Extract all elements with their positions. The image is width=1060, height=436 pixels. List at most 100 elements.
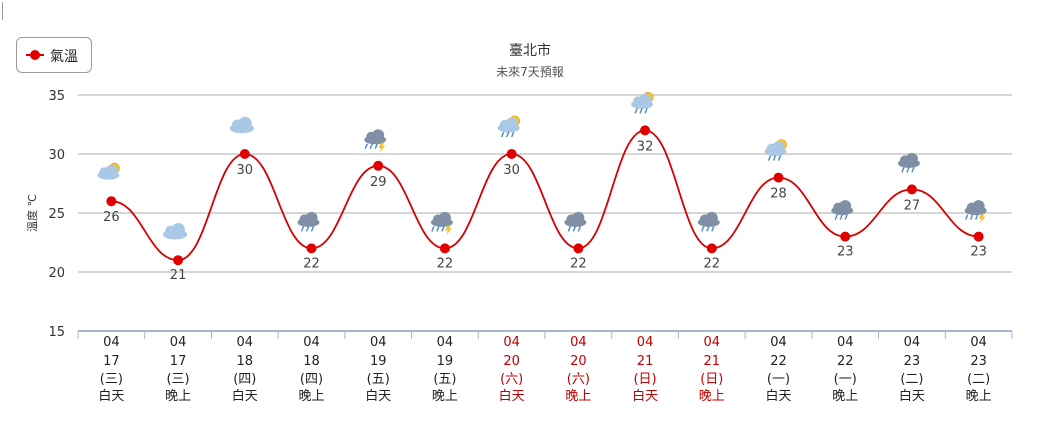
cloud-part [171,222,185,237]
cloud-part [105,164,118,177]
x-label-day: 20 [503,354,520,369]
cloud-part [905,152,918,165]
rain-drop [844,214,848,220]
y-tick-label: 30 [48,148,65,163]
thunderstorm-icon [430,211,453,236]
x-category-label: 04 20 (六)白天 [499,335,525,404]
x-category-label: 04 17 (三) 晚上 [165,335,191,404]
x-label-period: 白天 [499,388,525,404]
data-label: 22 [704,256,721,271]
x-category-label: 04 21 (日)白天 [632,335,658,404]
cloudy-rain-icon [297,211,320,232]
cloudy-rain-icon [697,211,720,232]
cloud-part [772,141,785,154]
rain-drop [505,131,510,138]
series-layer [106,125,984,266]
weather-icons [97,92,987,240]
data-point[interactable] [173,255,184,266]
data-label: 23 [837,245,854,260]
x-label-month: 04 [904,335,921,350]
x-label-day: 23 [904,354,921,369]
x-label-weekday: (四) [233,372,256,387]
data-point[interactable] [840,231,851,242]
data-point[interactable] [373,160,384,171]
rain-drop [364,143,368,150]
rain-drop [706,226,710,232]
cloud-part [305,211,318,224]
x-label-weekday: (三) [166,372,189,387]
data-point[interactable] [106,196,117,207]
y-tick-label: 15 [48,325,65,340]
cloud-part [572,211,585,224]
cloud-part [438,211,451,224]
x-label-day: 22 [837,354,854,369]
x-label-period: 白天 [765,388,791,404]
cloud-part [705,211,718,224]
data-point[interactable] [706,243,717,254]
x-label-month: 04 [303,335,320,350]
lightning-bolt [444,225,452,236]
data-label: 27 [904,198,921,213]
x-label-day: 19 [437,354,454,369]
x-label-weekday: (六) [500,372,523,387]
data-point[interactable] [506,149,517,159]
y-tick-label: 25 [48,207,65,222]
data-point[interactable] [973,231,984,242]
x-label-month: 04 [170,335,187,350]
y-tick-label: 35 [48,89,65,104]
rain-drop [310,226,315,232]
x-category-label: 04 23 (二) 晚上 [966,335,992,404]
data-label: 21 [170,268,187,283]
x-label-month: 04 [637,335,654,350]
x-label-period: 晚上 [832,389,858,404]
rain-drop [577,226,582,232]
x-label-weekday: (五) [433,372,456,387]
data-label: 22 [437,256,454,271]
x-label-period: 白天 [365,388,391,404]
data-label: 30 [237,163,254,178]
thunderstorm-icon [364,129,387,153]
rain-drop [436,226,440,232]
rain-drop [701,226,705,232]
rain-drop [839,214,843,220]
data-point[interactable] [439,243,450,254]
x-label-month: 04 [970,335,987,350]
rain-drop [834,214,838,220]
data-label: 30 [503,163,520,178]
legend[interactable]: 氣溫 [16,37,92,73]
thunderstorm-icon [964,200,987,224]
grid-layer [78,94,1012,273]
data-label: 26 [103,210,120,225]
x-label-day: 22 [770,354,787,369]
data-point[interactable] [306,243,317,254]
x-label-weekday: (二) [900,372,923,387]
data-point[interactable] [640,125,651,136]
cloudy-icon [162,222,188,240]
legend-label: 氣溫 [50,49,78,65]
x-label-period: 晚上 [565,389,591,404]
x-label-period: 白天 [232,388,258,404]
x-label-day: 17 [103,354,120,369]
series-line-temperature [111,129,979,262]
data-point[interactable] [239,149,250,159]
x-label-month: 04 [570,335,587,350]
chart-subtitle: 未來7天預報 [496,65,564,79]
chart-title: 臺北市 [509,43,551,59]
rain-drop [767,155,772,161]
partly-cloudy-sun-icon [97,162,120,180]
x-label-weekday: (五) [367,372,390,387]
data-point[interactable] [573,243,584,254]
x-category-label: 04 19 (五) 晚上 [432,335,458,404]
x-label-weekday: (一) [767,372,790,387]
rain-drop [777,155,782,161]
data-point[interactable] [773,172,784,183]
lightning-bolt [378,142,386,153]
y-tick-label: 20 [48,266,65,281]
rain-drop [441,226,445,232]
data-point[interactable] [906,184,917,195]
rain-drop [567,226,572,232]
rain-drop [634,108,638,114]
x-label-month: 04 [237,335,254,350]
rain-drop [369,143,373,150]
x-label-day: 18 [303,354,320,369]
